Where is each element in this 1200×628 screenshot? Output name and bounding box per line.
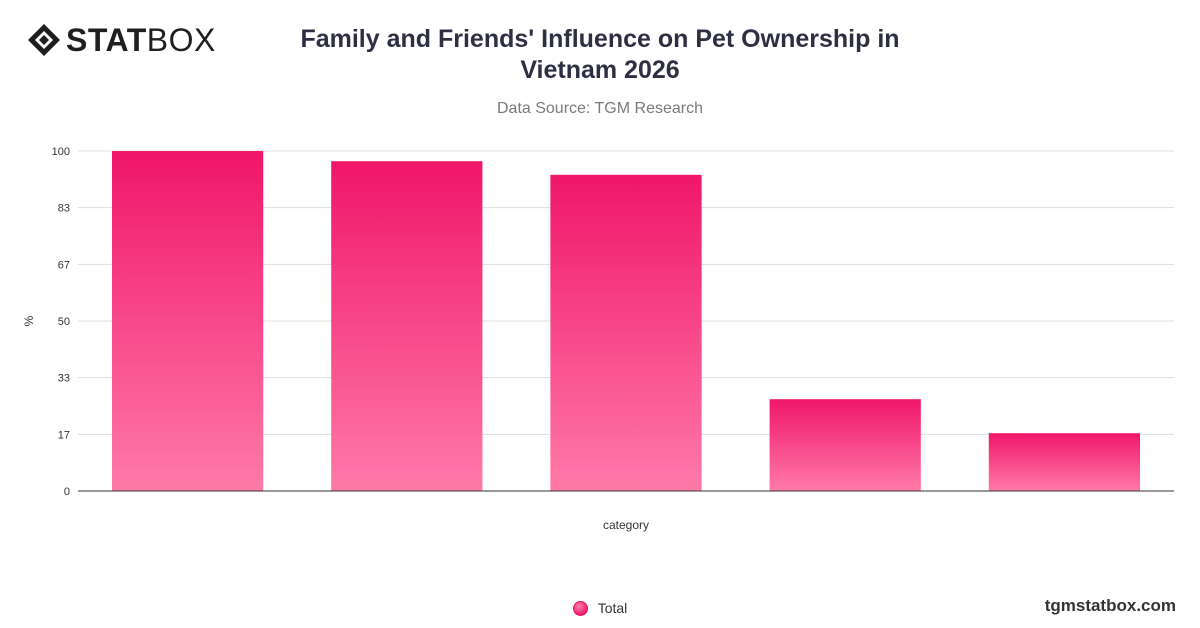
logo-text-light: BOX xyxy=(146,22,216,58)
bars xyxy=(111,151,1141,492)
y-tick-label: 100 xyxy=(52,146,70,158)
footer-url[interactable]: tgmstatbox.com xyxy=(1044,596,1176,615)
bar-4[interactable] xyxy=(769,399,921,491)
y-tick-label: 67 xyxy=(58,259,70,271)
y-tick-label: 33 xyxy=(58,373,70,385)
y-tick-label: 17 xyxy=(58,429,70,441)
bar-3[interactable] xyxy=(550,174,702,492)
y-tick-label: 0 xyxy=(64,486,70,498)
x-axis-label: category xyxy=(603,518,649,532)
bar-5[interactable] xyxy=(988,433,1141,491)
logo-text-bold: STAT xyxy=(66,22,147,58)
legend-label: Total xyxy=(597,600,628,616)
diamond-icon xyxy=(28,24,60,56)
bar-1[interactable] xyxy=(111,151,264,491)
y-tick-label: 83 xyxy=(58,203,70,215)
chart-subtitle: Data Source: TGM Research xyxy=(496,100,703,117)
bar-2[interactable] xyxy=(331,161,483,491)
chart-title: Family and Friends' Influence on Pet Own… xyxy=(300,25,900,84)
y-axis-label: % xyxy=(22,315,36,326)
legend-marker xyxy=(572,600,588,616)
chart-header: Family and Friends' Influence on Pet Own… xyxy=(280,24,920,118)
chart-legend[interactable]: Total xyxy=(0,600,1200,616)
brand-logo: STATBOX xyxy=(26,22,216,58)
y-axis-ticks: 0 17 33 50 67 83 100 xyxy=(52,146,70,498)
y-tick-label: 50 xyxy=(58,316,70,328)
